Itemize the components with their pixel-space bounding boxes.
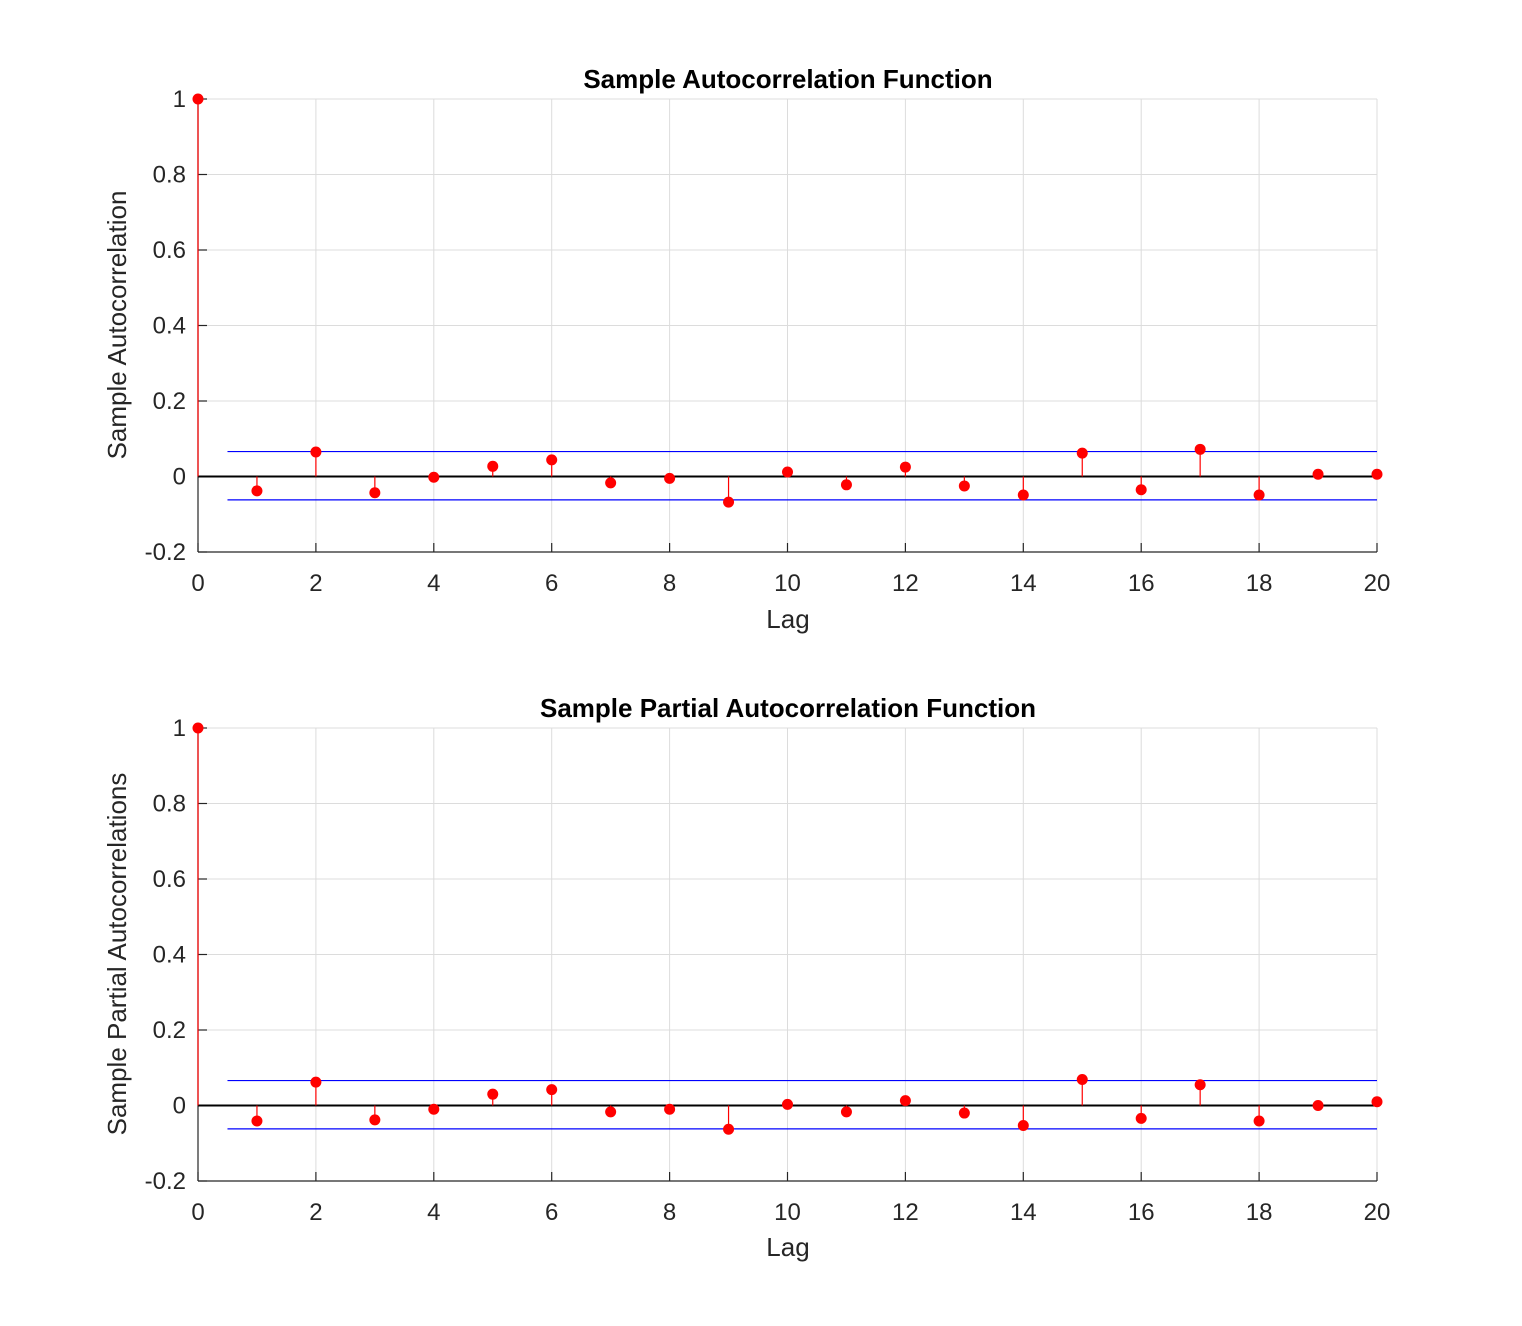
- acf-stem-marker: [782, 466, 793, 478]
- pacf-stem-marker: [546, 1084, 558, 1096]
- acf-x-tick-label: 18: [1246, 570, 1273, 597]
- pacf-x-tick-label: 20: [1364, 1199, 1391, 1226]
- pacf-stem-marker: [487, 1088, 499, 1100]
- pacf-stem-marker: [310, 1076, 322, 1088]
- acf-chart: 0 2 4 6 8 10 12 14 16 18 20-0.200.20.40.60.81 Samp…: [102, 64, 1390, 634]
- pacf-x-tick-label: 14: [1010, 1199, 1037, 1226]
- pacf-y-tick-label: 0.8: [153, 791, 186, 818]
- acf-stem-marker: [1017, 489, 1029, 501]
- acf-stem-marker: [1312, 468, 1324, 480]
- pacf-stem-marker: [192, 722, 204, 734]
- pacf-xlabel: Lag: [766, 1232, 809, 1262]
- acf-stem-marker: [1135, 484, 1147, 496]
- acf-stem-marker: [192, 93, 204, 105]
- acf-y-tick-label: 1: [173, 86, 186, 113]
- acf-y-tick-label: 0: [173, 464, 186, 491]
- acf-stem-marker: [899, 461, 911, 473]
- acf-y-tick-label: -0.2: [145, 539, 186, 566]
- acf-y-tick-label: 0.8: [153, 162, 186, 189]
- acf-stem-marker: [369, 487, 381, 499]
- pacf-y-tick-label: 0.4: [153, 942, 186, 969]
- pacf-stem-marker: [840, 1106, 852, 1118]
- acf-stem-marker: [1076, 447, 1088, 459]
- acf-stem-marker: [723, 496, 735, 508]
- pacf-y-tick-label: 0.6: [153, 866, 186, 893]
- acf-stem-marker: [1253, 489, 1265, 501]
- acf-title: Sample Autocorrelation Function: [583, 64, 992, 94]
- pacf-x-tick-label: 12: [892, 1199, 919, 1226]
- pacf-x-tick-label: 2: [309, 1199, 322, 1226]
- pacf-x-tick-label: 6: [545, 1199, 558, 1226]
- acf-stem-marker: [546, 454, 558, 466]
- pacf-stem-marker: [958, 1107, 970, 1119]
- acf-stem-marker: [840, 479, 852, 491]
- pacf-title: Sample Partial Autocorrelation Function: [540, 693, 1036, 723]
- pacf-stem-marker: [1135, 1112, 1147, 1124]
- pacf-x-tick-label: 8: [663, 1199, 676, 1226]
- acf-y-tick-label: 0.4: [153, 313, 186, 340]
- acf-stem-marker: [958, 480, 970, 492]
- pacf-x-tick-label: 10: [774, 1199, 801, 1226]
- acf-stem-marker: [1371, 468, 1383, 480]
- pacf-stem-marker: [1253, 1115, 1265, 1127]
- pacf-y-tick-label: 1: [173, 715, 186, 742]
- acf-x-tick-label: 4: [427, 570, 440, 597]
- acf-x-tick-label: 12: [892, 570, 919, 597]
- pacf-stem-marker: [1194, 1079, 1206, 1091]
- acf-y-tick-label: 0.2: [153, 388, 186, 415]
- pacf-stem-marker: [1017, 1120, 1029, 1132]
- pacf-stem-marker: [664, 1103, 676, 1115]
- acf-x-tick-label: 10: [774, 570, 801, 597]
- acf-stem-marker: [251, 485, 263, 497]
- pacf-stem-marker: [1076, 1073, 1088, 1085]
- acf-ylabel: Sample Autocorrelation: [102, 191, 132, 460]
- pacf-stem-marker: [605, 1106, 617, 1118]
- pacf-ylabel: Sample Partial Autocorrelations: [102, 773, 132, 1136]
- acf-x-tick-label: 6: [545, 570, 558, 597]
- pacf-chart: 0 2 4 6 8 10 12 14 16 18 20-0.200.20.40.60.81 Samp…: [102, 693, 1390, 1262]
- pacf-x-tick-label: 0: [191, 1199, 204, 1226]
- acf-stem-marker: [1194, 443, 1206, 455]
- pacf-x-tick-label: 16: [1128, 1199, 1155, 1226]
- pacf-stem-marker: [251, 1115, 263, 1127]
- pacf-y-tick-label: 0: [173, 1093, 186, 1120]
- acf-xlabel: Lag: [766, 604, 809, 634]
- acf-x-tick-label: 0: [191, 570, 204, 597]
- acf-stem-marker: [605, 477, 617, 489]
- pacf-stem-marker: [1371, 1096, 1383, 1108]
- acf-x-tick-label: 20: [1364, 570, 1391, 597]
- pacf-plot-area: 0 2 4 6 8 10 12 14 16 18 20-0.200.20.40.60.81: [145, 715, 1391, 1226]
- acf-stem-marker: [428, 471, 440, 483]
- pacf-stem-marker: [723, 1123, 735, 1135]
- pacf-stem-marker: [1312, 1100, 1324, 1111]
- pacf-x-tick-label: 18: [1246, 1199, 1273, 1226]
- pacf-stem-marker: [899, 1095, 911, 1107]
- pacf-stem-marker: [428, 1103, 440, 1115]
- acf-plot-area: 0 2 4 6 8 10 12 14 16 18 20-0.200.20.40.60.81: [145, 86, 1391, 597]
- acf-x-tick-label: 2: [309, 570, 322, 597]
- acf-x-tick-label: 14: [1010, 570, 1037, 597]
- pacf-y-tick-label: -0.2: [145, 1168, 186, 1195]
- acf-x-tick-label: 16: [1128, 570, 1155, 597]
- pacf-x-tick-label: 4: [427, 1199, 440, 1226]
- pacf-y-tick-label: 0.2: [153, 1017, 186, 1044]
- acf-stem-marker: [487, 460, 499, 472]
- pacf-stem-marker: [782, 1098, 793, 1110]
- acf-stem-marker: [310, 446, 322, 458]
- pacf-stem-marker: [369, 1114, 381, 1126]
- acf-stem-marker: [664, 472, 676, 484]
- acf-x-tick-label: 8: [663, 570, 676, 597]
- acf-y-tick-label: 0.6: [153, 237, 186, 264]
